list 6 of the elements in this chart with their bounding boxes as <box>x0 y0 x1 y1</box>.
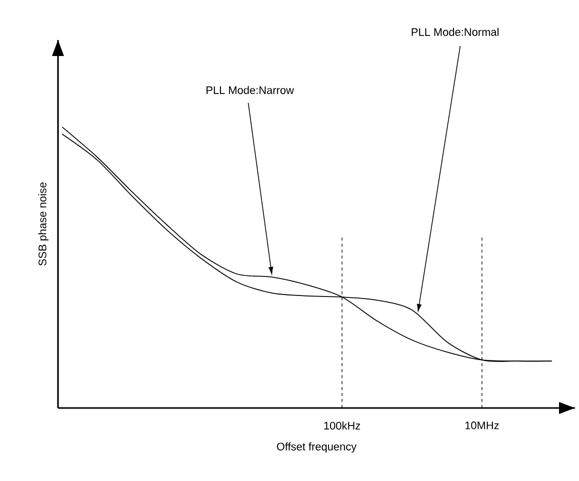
y-axis-title: SSB phase noise <box>38 182 48 266</box>
text: PLL Mode:Normal <box>412 28 498 36</box>
text: PLL Mode:Narrow <box>206 86 294 94</box>
x-tick-label: 100kHz <box>324 422 360 430</box>
x-axis-title: Offset frequency <box>276 442 357 453</box>
x-tick-label: 10MHz <box>465 422 499 430</box>
